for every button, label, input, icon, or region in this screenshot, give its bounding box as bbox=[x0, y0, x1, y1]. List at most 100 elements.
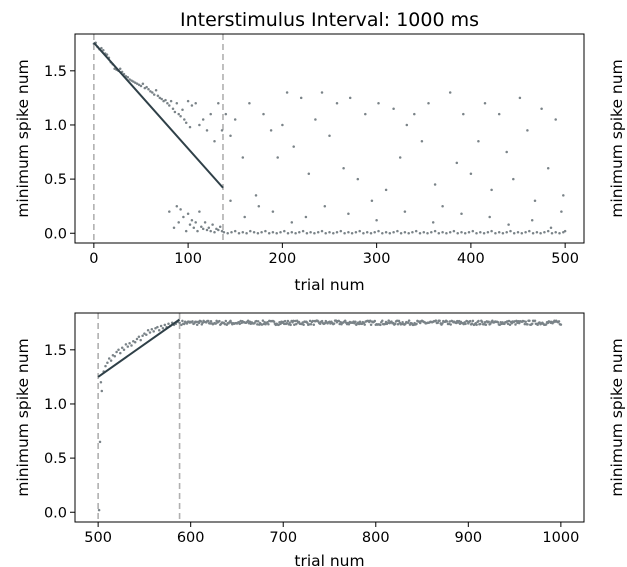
x-tick-label: 500 bbox=[551, 251, 579, 267]
data-point bbox=[309, 230, 312, 234]
data-point bbox=[449, 323, 452, 326]
data-point bbox=[471, 319, 475, 323]
data-point bbox=[159, 324, 163, 328]
data-point bbox=[104, 364, 107, 368]
data-point bbox=[256, 323, 259, 326]
data-point bbox=[464, 322, 467, 326]
data-point bbox=[198, 210, 201, 213]
data-point bbox=[205, 129, 209, 132]
data-point bbox=[106, 361, 109, 365]
data-point bbox=[289, 323, 292, 327]
data-point bbox=[276, 156, 279, 159]
data-point bbox=[283, 229, 286, 233]
data-point bbox=[139, 84, 143, 88]
data-point bbox=[467, 230, 471, 234]
chart-panel-1: Interstimulus Interval: 1000 ms 0 100 200 30… bbox=[14, 9, 626, 294]
data-point bbox=[203, 221, 207, 224]
data-point bbox=[475, 323, 478, 327]
x-tick-label: 700 bbox=[269, 530, 297, 546]
data-point bbox=[233, 229, 237, 233]
x-tick-label: 800 bbox=[362, 530, 390, 546]
data-point bbox=[407, 232, 410, 235]
data-point bbox=[487, 320, 490, 323]
y-axis-label: minimum spike num bbox=[14, 338, 32, 496]
data-point bbox=[149, 90, 152, 93]
data-point bbox=[462, 112, 465, 116]
data-point bbox=[540, 107, 543, 110]
data-point bbox=[486, 230, 490, 234]
data-point bbox=[530, 322, 534, 326]
data-point bbox=[557, 320, 561, 323]
data-point bbox=[369, 232, 373, 235]
data-point bbox=[418, 232, 422, 235]
data-point bbox=[213, 139, 216, 143]
x-tick-label: 1000 bbox=[542, 530, 579, 546]
data-point bbox=[405, 123, 409, 127]
data-point bbox=[132, 80, 135, 83]
data-point bbox=[358, 229, 361, 233]
data-point bbox=[320, 91, 324, 94]
data-point bbox=[496, 321, 500, 324]
data-point bbox=[370, 199, 374, 203]
data-point bbox=[194, 320, 198, 324]
data-point bbox=[217, 102, 220, 105]
data-point bbox=[164, 98, 167, 102]
data-point bbox=[151, 91, 154, 94]
data-point bbox=[528, 319, 531, 323]
data-point bbox=[184, 229, 188, 233]
data-point bbox=[271, 230, 275, 234]
data-point bbox=[384, 230, 388, 234]
data-point bbox=[97, 508, 101, 512]
data-point bbox=[386, 321, 390, 325]
data-point bbox=[543, 230, 546, 234]
data-point bbox=[100, 46, 103, 50]
data-point bbox=[213, 230, 216, 234]
data-point bbox=[211, 223, 214, 226]
data-point bbox=[179, 115, 182, 118]
data-point bbox=[523, 322, 527, 326]
data-point bbox=[445, 232, 448, 235]
data-point bbox=[363, 323, 366, 326]
data-point bbox=[560, 210, 563, 213]
data-point bbox=[229, 199, 232, 203]
data-point bbox=[470, 322, 474, 325]
data-point bbox=[168, 104, 171, 107]
data-point bbox=[536, 323, 539, 327]
data-point bbox=[456, 232, 459, 235]
data-point bbox=[293, 323, 296, 327]
data-point bbox=[229, 134, 232, 138]
data-point bbox=[248, 320, 252, 324]
data-point bbox=[201, 227, 205, 231]
right-axis-label: minimum spike num bbox=[608, 338, 626, 496]
data-point bbox=[182, 322, 186, 326]
data-point bbox=[350, 232, 354, 235]
data-point bbox=[445, 320, 449, 323]
data-point bbox=[177, 112, 180, 116]
data-points bbox=[97, 319, 563, 512]
data-point bbox=[175, 102, 179, 105]
data-point bbox=[396, 229, 399, 233]
data-point bbox=[441, 230, 444, 234]
data-point bbox=[180, 323, 183, 327]
data-point bbox=[377, 229, 380, 233]
data-point bbox=[535, 230, 539, 234]
y-tick-label: 1.5 bbox=[44, 64, 67, 80]
data-point bbox=[266, 321, 269, 324]
x-tick-label: 200 bbox=[269, 251, 297, 267]
data-point bbox=[441, 204, 444, 208]
data-point bbox=[217, 228, 220, 232]
data-point bbox=[528, 229, 531, 233]
data-point bbox=[208, 322, 212, 325]
data-point bbox=[433, 229, 437, 233]
data-point bbox=[369, 323, 373, 327]
x-axis-label: trial num bbox=[294, 552, 364, 567]
data-point bbox=[194, 221, 197, 224]
data-point bbox=[406, 321, 410, 325]
data-point bbox=[393, 322, 397, 326]
right-axis-label: minimum spike num bbox=[608, 59, 626, 217]
data-point bbox=[373, 319, 377, 323]
data-point bbox=[188, 125, 192, 129]
data-point bbox=[357, 322, 361, 326]
data-point bbox=[544, 323, 548, 326]
data-point bbox=[224, 112, 228, 116]
